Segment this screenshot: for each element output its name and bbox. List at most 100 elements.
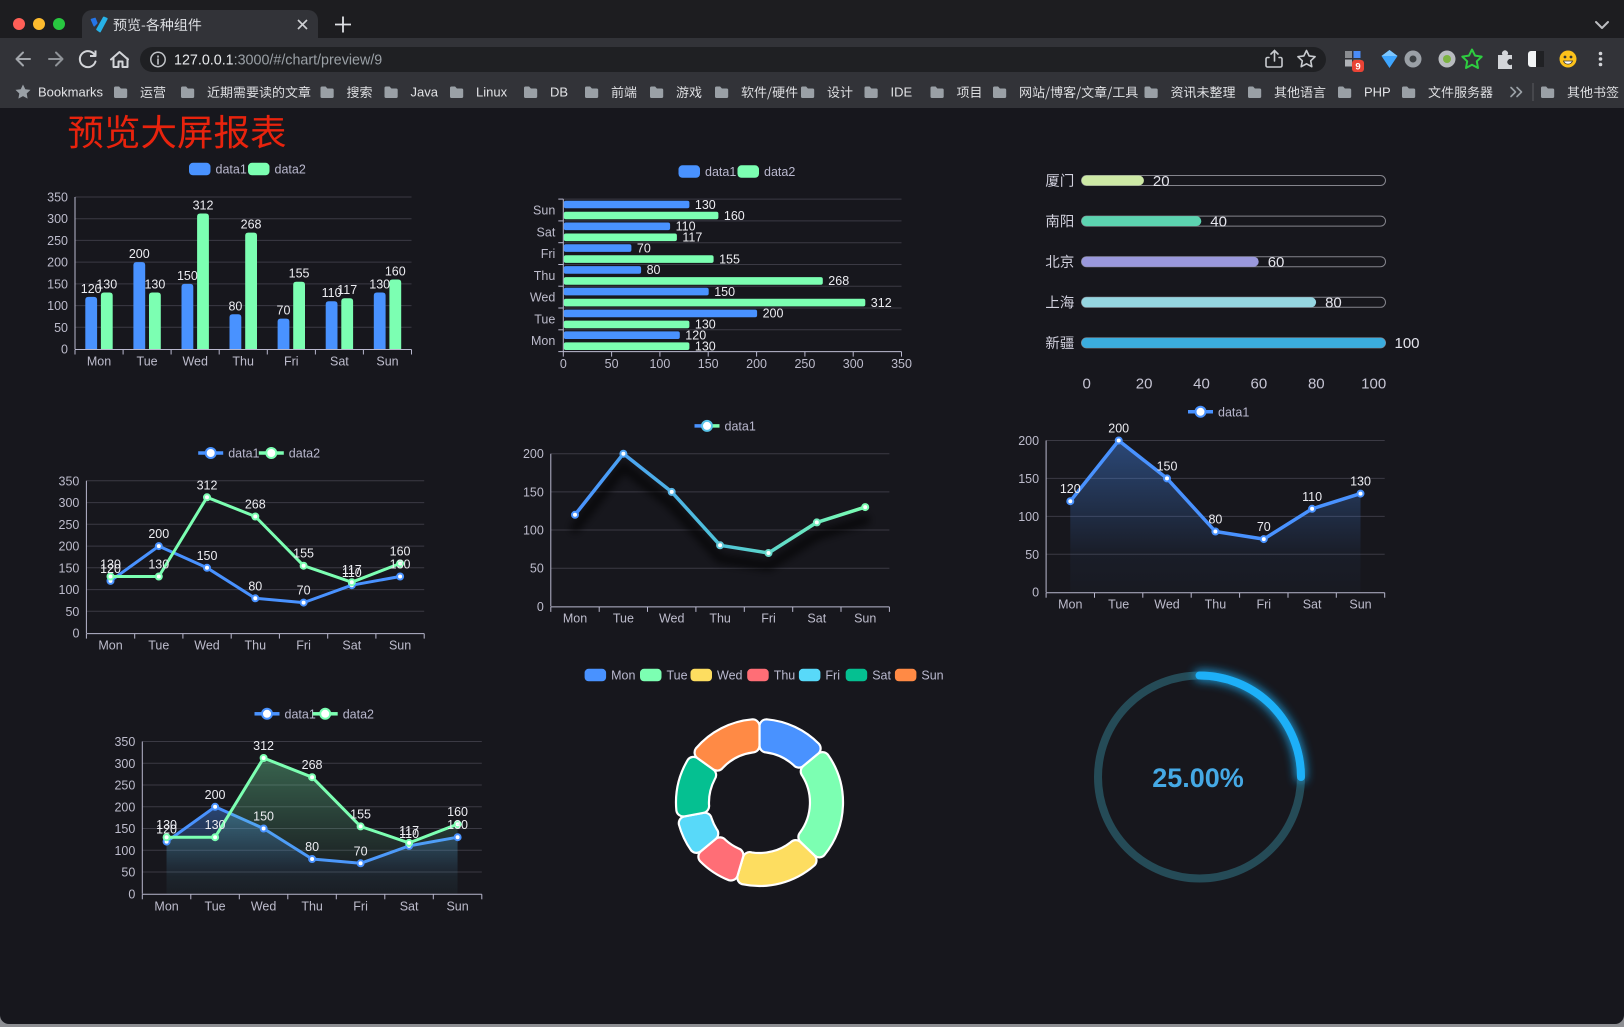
- svg-text:data1: data1: [725, 419, 756, 433]
- svg-text:312: 312: [871, 296, 892, 310]
- svg-text:20: 20: [1153, 173, 1170, 190]
- svg-text:Sun: Sun: [446, 900, 468, 914]
- svg-text:160: 160: [385, 265, 406, 279]
- svg-text:110: 110: [676, 220, 696, 234]
- svg-text:200: 200: [47, 256, 68, 270]
- svg-text:130: 130: [148, 558, 169, 572]
- svg-text:Wed: Wed: [182, 355, 208, 369]
- svg-text:0: 0: [61, 343, 68, 357]
- svg-text:127.0.0.1:3000/#/chart/preview: 127.0.0.1:3000/#/chart/preview/9: [174, 52, 382, 68]
- svg-text:DB: DB: [550, 85, 568, 100]
- svg-text:70: 70: [1257, 520, 1271, 534]
- svg-text:312: 312: [193, 199, 214, 213]
- svg-text:300: 300: [47, 212, 68, 226]
- svg-text:350: 350: [891, 357, 912, 371]
- svg-text:110: 110: [399, 827, 419, 841]
- svg-text:110: 110: [322, 286, 342, 300]
- svg-text:Thu: Thu: [232, 355, 254, 369]
- svg-text:50: 50: [605, 357, 619, 371]
- svg-text:200: 200: [148, 527, 169, 541]
- svg-text:25.00%: 25.00%: [1152, 763, 1244, 793]
- svg-text:Tue: Tue: [667, 669, 688, 683]
- svg-text:data2: data2: [343, 707, 374, 721]
- svg-text:Tue: Tue: [1108, 598, 1129, 612]
- svg-text:130: 130: [369, 278, 390, 292]
- svg-text:0: 0: [72, 627, 79, 641]
- svg-text:300: 300: [843, 357, 864, 371]
- svg-text:Sat: Sat: [330, 355, 349, 369]
- svg-text:Wed: Wed: [1154, 598, 1180, 612]
- svg-text:268: 268: [302, 758, 323, 772]
- svg-text:120: 120: [100, 562, 121, 576]
- svg-text:100: 100: [114, 844, 135, 858]
- svg-text:100: 100: [1395, 335, 1420, 352]
- svg-text:200: 200: [746, 357, 767, 371]
- svg-text:80: 80: [647, 263, 661, 277]
- svg-text:300: 300: [59, 496, 80, 510]
- svg-text:Mon: Mon: [154, 900, 178, 914]
- svg-text:117: 117: [399, 824, 419, 838]
- svg-text:Fri: Fri: [296, 639, 311, 653]
- svg-text:0: 0: [1083, 376, 1091, 393]
- svg-text:data1: data1: [705, 165, 736, 179]
- svg-text:0: 0: [537, 600, 544, 614]
- svg-text:80: 80: [228, 299, 242, 313]
- svg-text:Fri: Fri: [353, 900, 368, 914]
- svg-text:Sat: Sat: [342, 639, 361, 653]
- svg-text:300: 300: [114, 757, 135, 771]
- svg-text:200: 200: [1018, 434, 1039, 448]
- svg-text:Mon: Mon: [1058, 598, 1082, 612]
- svg-text:100: 100: [1361, 376, 1386, 393]
- svg-text:data1: data1: [285, 707, 316, 721]
- svg-text:130: 130: [390, 558, 411, 572]
- svg-text:160: 160: [447, 805, 468, 819]
- svg-text:Java: Java: [411, 85, 439, 100]
- svg-text:Tue: Tue: [613, 612, 634, 626]
- svg-text:150: 150: [47, 277, 68, 291]
- svg-text:Wed: Wed: [530, 291, 556, 305]
- svg-text:Sun: Sun: [376, 355, 398, 369]
- svg-text:200: 200: [205, 788, 226, 802]
- svg-text:50: 50: [1025, 548, 1039, 562]
- svg-text:100: 100: [47, 299, 68, 313]
- svg-text:130: 130: [96, 278, 117, 292]
- svg-text:Sat: Sat: [807, 612, 826, 626]
- svg-text:130: 130: [1350, 475, 1371, 489]
- svg-text:80: 80: [1325, 295, 1342, 312]
- svg-text:Thu: Thu: [709, 612, 731, 626]
- svg-text:Wed: Wed: [659, 612, 685, 626]
- svg-text:150: 150: [523, 485, 544, 499]
- svg-text:200: 200: [129, 247, 150, 261]
- svg-text:data2: data2: [275, 163, 306, 177]
- svg-text:100: 100: [1018, 510, 1039, 524]
- svg-text:80: 80: [248, 579, 262, 593]
- svg-text:150: 150: [59, 561, 80, 575]
- svg-text:250: 250: [114, 779, 135, 793]
- svg-text:Thu: Thu: [245, 639, 267, 653]
- svg-text:130: 130: [695, 318, 716, 332]
- svg-text:data1: data1: [1218, 405, 1249, 419]
- svg-text:Sun: Sun: [1349, 598, 1371, 612]
- svg-text:250: 250: [794, 357, 815, 371]
- svg-text:Sat: Sat: [872, 669, 891, 683]
- svg-text:150: 150: [197, 549, 218, 563]
- svg-text:312: 312: [197, 478, 218, 492]
- svg-text:9: 9: [1355, 62, 1360, 73]
- svg-text:150: 150: [114, 822, 135, 836]
- svg-text:Thu: Thu: [1205, 598, 1227, 612]
- svg-text:Sun: Sun: [854, 612, 876, 626]
- svg-text:Mon: Mon: [611, 669, 635, 683]
- svg-text:150: 150: [1157, 459, 1178, 473]
- svg-text:data2: data2: [764, 165, 795, 179]
- svg-text:Thu: Thu: [534, 269, 556, 283]
- svg-text:200: 200: [1108, 422, 1129, 436]
- svg-text:Fri: Fri: [825, 669, 840, 683]
- svg-text:160: 160: [390, 545, 411, 559]
- svg-text:350: 350: [47, 191, 68, 205]
- svg-text:Wed: Wed: [717, 669, 743, 683]
- svg-text:150: 150: [698, 357, 719, 371]
- svg-text:117: 117: [342, 563, 362, 577]
- svg-text:200: 200: [59, 540, 80, 554]
- svg-text:40: 40: [1210, 213, 1227, 230]
- svg-text:80: 80: [1308, 376, 1325, 393]
